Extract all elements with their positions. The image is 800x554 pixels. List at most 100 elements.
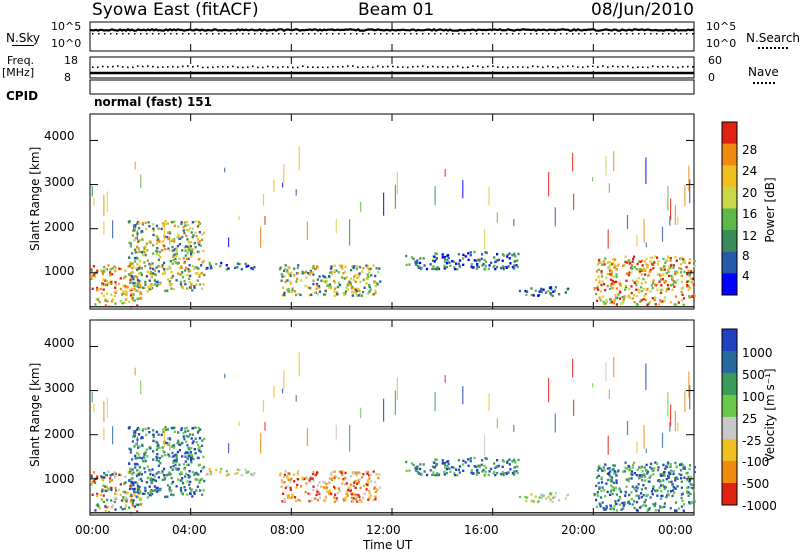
echo-cell (139, 477, 143, 481)
echo-cell (185, 234, 188, 237)
echo-cell (671, 483, 674, 486)
echo-cell (152, 229, 155, 232)
echo-cell (623, 296, 626, 300)
echo-cell (250, 267, 253, 270)
echo-cell (131, 458, 134, 461)
echo-cell (354, 292, 357, 295)
echo-cell (599, 297, 602, 300)
echo-cell (357, 273, 360, 276)
echo-cell (335, 269, 338, 272)
nsearch-dot (608, 33, 610, 35)
echo-cell (245, 471, 248, 474)
echo-cell (667, 471, 671, 474)
echo-cell (636, 281, 639, 284)
echo-cell (672, 279, 675, 283)
echo-cell (312, 485, 315, 488)
echo-cell (182, 463, 185, 466)
echo-cell (155, 224, 158, 228)
echo-cell (188, 277, 191, 280)
echo-cell (110, 282, 113, 285)
echo-cell (631, 260, 634, 263)
echo-cell (350, 496, 353, 499)
echo-cell (349, 283, 352, 286)
echo-cell (122, 496, 125, 499)
echo-cell (660, 474, 663, 477)
echo-cell (667, 493, 670, 497)
echo-cell (602, 466, 605, 469)
echo-cell (687, 285, 690, 288)
echo-cell (183, 221, 186, 224)
echo-cell (534, 495, 537, 498)
echo-streak (394, 184, 396, 209)
nave-dot (627, 65, 629, 68)
echo-cell (622, 298, 625, 301)
echo-cell (193, 492, 196, 495)
echo-cell (201, 467, 204, 470)
echo-cell (109, 474, 112, 477)
echo-cell (691, 501, 694, 504)
echo-cell (356, 276, 359, 279)
echo-cell (197, 223, 200, 227)
echo-cell (136, 220, 140, 224)
echo-cell (639, 270, 642, 273)
echo-cell (675, 509, 678, 512)
colorbar-swatch (722, 329, 737, 352)
nsearch-dot (344, 33, 346, 35)
echo-cell (131, 252, 134, 255)
echo-cell (296, 478, 300, 481)
nave-dot (322, 66, 324, 69)
nsearch-dot (632, 33, 634, 35)
echo-cell (362, 278, 365, 282)
echo-cell (469, 251, 472, 254)
echo-cell (617, 499, 620, 502)
nsearch-dot (242, 33, 244, 35)
echo-streak (462, 180, 464, 199)
echo-cell (512, 264, 516, 267)
echo-cell (161, 470, 164, 473)
echo-streak (444, 169, 446, 177)
nave-legend-line (753, 82, 775, 84)
nave-dot (402, 66, 404, 68)
echo-cell (115, 496, 118, 500)
echo-cell (146, 290, 149, 293)
echo-cell (201, 444, 204, 447)
echo-cell (656, 494, 659, 497)
echo-cell (458, 465, 462, 468)
echo-cell (133, 488, 136, 491)
echo-cell (612, 508, 615, 511)
nsearch-dot (296, 33, 298, 35)
echo-cell (662, 463, 665, 467)
echo-cell (164, 454, 167, 457)
echo-cell (136, 268, 139, 272)
echo-streak (283, 370, 285, 389)
echo-cell (511, 266, 514, 269)
echo-cell (333, 279, 336, 283)
nave-dot (467, 66, 469, 69)
echo-cell (418, 472, 421, 475)
nsearch-dot (380, 33, 382, 35)
echo-cell (416, 265, 419, 268)
echo-cell (201, 233, 204, 236)
echo-cell (113, 471, 116, 474)
echo-cell (132, 488, 135, 491)
echo-cell (311, 472, 315, 476)
echo-cell (598, 486, 601, 489)
nsearch-dot (284, 33, 286, 35)
echo-cell (661, 288, 664, 292)
echo-cell (680, 473, 683, 477)
echo-cell (336, 293, 339, 296)
echo-streak (613, 151, 615, 172)
echo-cell (168, 437, 171, 440)
echo-cell (615, 303, 618, 306)
echo-cell (644, 487, 647, 490)
echo-cell (135, 473, 138, 476)
echo-cell (477, 265, 480, 269)
echo-cell (467, 252, 470, 255)
echo-cell (181, 477, 184, 480)
echo-cell (472, 266, 475, 269)
echo-cell (179, 280, 183, 284)
echo-cell (142, 286, 145, 289)
echo-cell (633, 255, 636, 258)
echo-cell (172, 465, 175, 468)
echo-cell (494, 473, 497, 477)
